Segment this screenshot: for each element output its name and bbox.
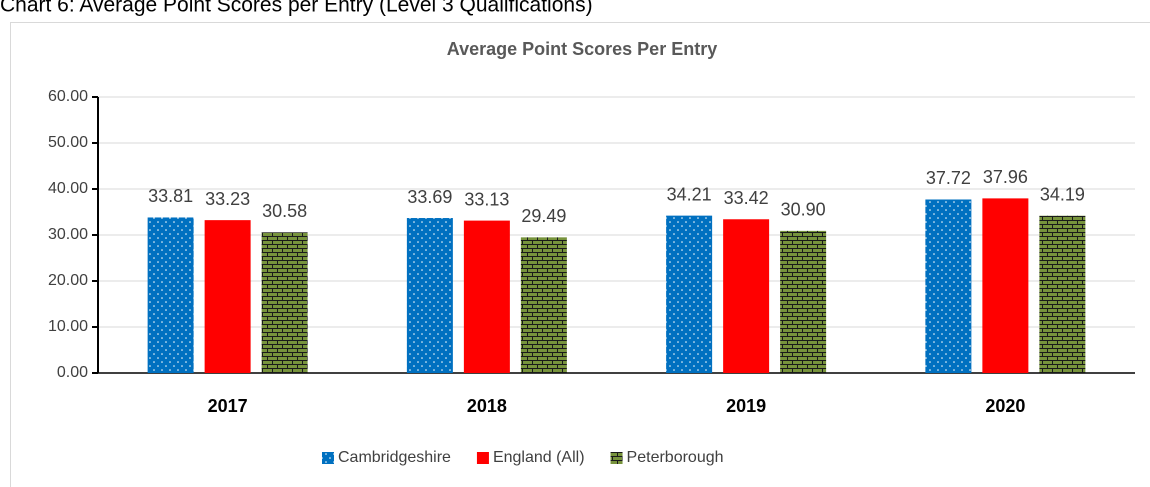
- x-tick-label: 2019: [726, 396, 766, 416]
- data-label: 34.19: [1040, 184, 1085, 204]
- bar: [1039, 215, 1086, 373]
- x-tick-label: 2017: [208, 396, 248, 416]
- y-tick-label: 10.00: [48, 318, 88, 335]
- bar: [780, 230, 827, 373]
- y-tick-label: 20.00: [48, 272, 88, 289]
- data-label: 33.23: [205, 189, 250, 209]
- data-label: 37.72: [926, 168, 971, 188]
- data-label: 30.58: [262, 201, 307, 221]
- data-label: 29.49: [521, 206, 566, 226]
- data-label: 33.42: [724, 188, 769, 208]
- bar: [204, 220, 251, 373]
- legend-swatch: [476, 452, 489, 464]
- legend-label: England (All): [493, 449, 585, 466]
- bar: [520, 237, 567, 373]
- chart-title: Average Point Scores Per Entry: [447, 39, 717, 59]
- data-label: 37.96: [983, 167, 1028, 187]
- y-tick-label: 0.00: [57, 364, 88, 381]
- bar: [666, 215, 713, 373]
- y-tick-label: 30.00: [48, 226, 88, 243]
- x-tick-label: 2018: [467, 396, 507, 416]
- bar: [925, 199, 972, 373]
- legend-swatch: [610, 452, 623, 464]
- bar: [723, 219, 770, 373]
- y-tick-label: 40.00: [48, 180, 88, 197]
- y-tick-label: 60.00: [48, 88, 88, 105]
- bar: [406, 218, 453, 373]
- data-label: 33.13: [464, 189, 509, 209]
- legend-label: Cambridgeshire: [338, 449, 451, 466]
- bar: [261, 232, 308, 373]
- data-label: 30.90: [781, 200, 826, 220]
- legend-swatch: [322, 452, 334, 464]
- legend-label: Peterborough: [627, 449, 724, 466]
- data-label: 34.21: [667, 184, 712, 204]
- bar: [147, 217, 194, 373]
- bar: [982, 198, 1029, 373]
- x-tick-label: 2020: [985, 396, 1025, 416]
- page-heading: Chart 6: Average Point Scores per Entry …: [0, 0, 593, 17]
- data-label: 33.81: [148, 186, 193, 206]
- data-label: 33.69: [407, 187, 452, 207]
- bar: [463, 220, 510, 373]
- y-tick-label: 50.00: [48, 134, 88, 151]
